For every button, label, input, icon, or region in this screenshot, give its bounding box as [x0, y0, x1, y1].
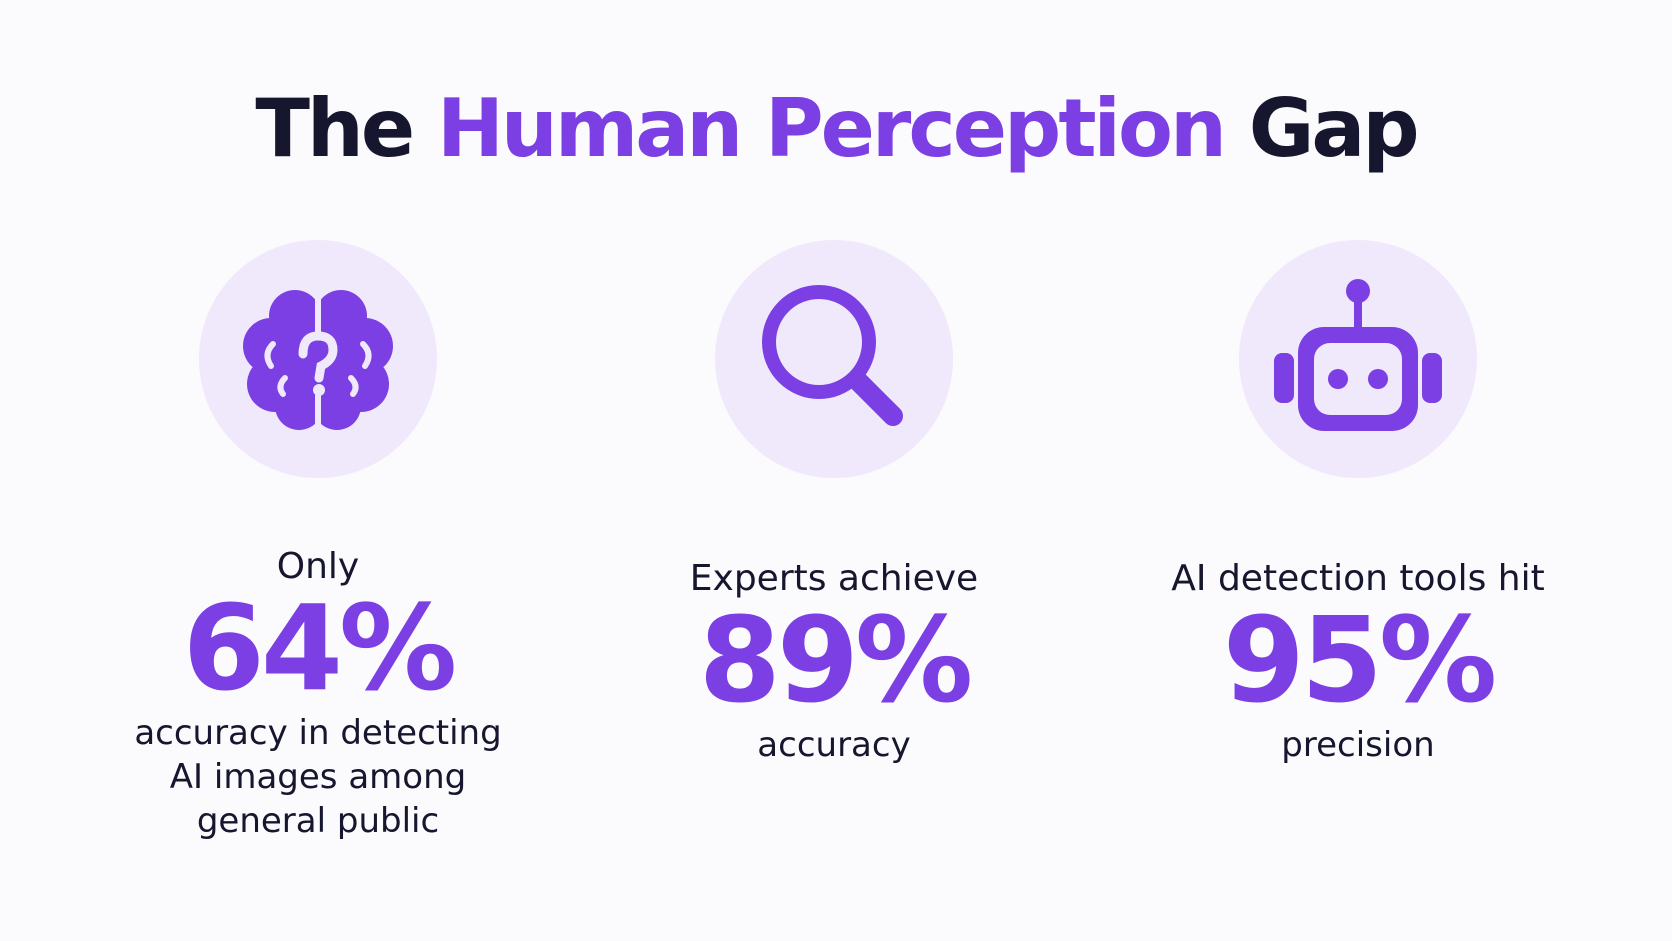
stat-caption: precision — [1098, 723, 1618, 767]
magnifier-icon — [762, 285, 903, 426]
stat-value: 95% — [1222, 591, 1497, 729]
stat-caption: accuracy — [574, 723, 1094, 767]
stat-lead: AI detection tools hit — [1171, 558, 1545, 599]
title-part: The — [255, 82, 415, 175]
title-part: Gap — [1248, 82, 1420, 175]
caption-line: accuracy in detecting — [134, 712, 502, 753]
stat-column: Only 64% accuracy in detecting AI images … — [58, 240, 578, 843]
caption-line: AI images among — [169, 756, 467, 797]
stat-lead: Only — [276, 546, 360, 587]
stat-column: AI detection tools hit 95% precision — [1098, 240, 1618, 767]
caption-line: accuracy — [757, 724, 911, 765]
stat-lead: Experts achieve — [689, 558, 979, 599]
stat-caption: accuracy in detecting AI images among gene… — [58, 711, 578, 843]
stat-value: 64% — [182, 579, 457, 717]
stat-value: 89% — [698, 591, 973, 729]
icon-circle — [1239, 240, 1477, 478]
title: The Human Perception Gap — [0, 82, 1672, 175]
brain-icon — [243, 290, 393, 430]
icon-circle — [715, 240, 953, 478]
caption-line: precision — [1281, 724, 1435, 765]
stat-column: Experts achieve 89% accuracy — [574, 240, 1094, 767]
robot-icon — [1274, 279, 1442, 431]
title-highlight: Human Perception — [436, 82, 1227, 175]
caption-line: general public — [196, 800, 440, 841]
icon-circle — [199, 240, 437, 478]
